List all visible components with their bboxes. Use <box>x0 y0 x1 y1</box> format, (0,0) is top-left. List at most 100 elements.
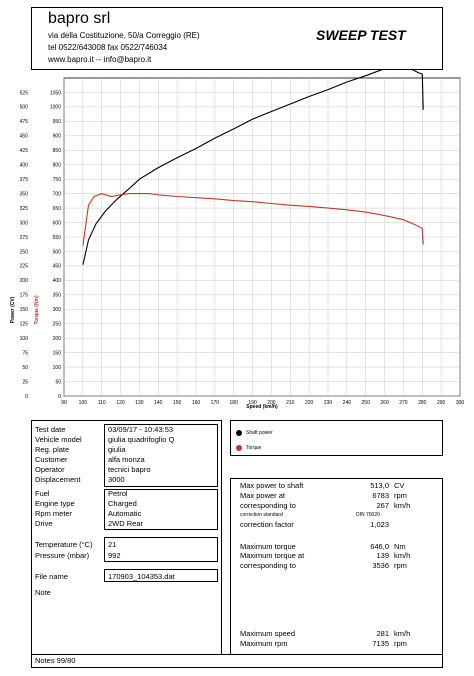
power-tick-label: 100 <box>20 336 29 342</box>
x-tick-label: 250 <box>362 400 371 406</box>
torque-rpm-value: 3536 <box>372 561 389 570</box>
engine-row-label: Fuel <box>35 489 50 498</box>
correction-factor-label: correction factor <box>240 520 294 529</box>
torque-tick-label: 300 <box>53 307 62 313</box>
max-power-value: 513,0 <box>370 481 389 490</box>
max-torque-label: Maximum torque <box>240 542 296 551</box>
x-tick-label: 110 <box>98 400 106 406</box>
x-tick-label: 130 <box>135 400 144 406</box>
torque-rpm-label: corresponding to <box>240 561 296 570</box>
max-power-at-unit: rpm <box>394 491 407 500</box>
ambient-row-value: 21 <box>108 540 117 549</box>
power-speed-label: corresponding to <box>240 501 296 510</box>
engine-row-label: Drive <box>35 519 53 528</box>
torque-tick-label: 400 <box>53 278 62 284</box>
torque-tick-label: 950 <box>53 119 62 125</box>
vehicle-row-value: 03/09/17 - 10:43:53 <box>108 425 174 434</box>
engine-row-value: Charged <box>108 499 137 508</box>
legend-marker-shaft-power <box>236 430 242 436</box>
torque-tick-label: 450 <box>53 264 62 270</box>
x-tick-label: 150 <box>173 400 182 406</box>
ambient-row-label: Temperature (°C) <box>35 540 93 549</box>
x-tick-label: 220 <box>305 400 314 406</box>
x-tick-label: 140 <box>154 400 163 406</box>
power-tick-label: 325 <box>20 206 29 212</box>
max-torque-at-label: Maximum torque at <box>240 551 305 560</box>
power-tick-label: 425 <box>20 148 29 154</box>
company-name: bapro srl <box>48 10 111 27</box>
max-power-unit: CV <box>394 481 405 490</box>
correction-factor-value: 1,023 <box>370 520 389 529</box>
legend-box <box>230 420 443 456</box>
x-tick-label: 180 <box>230 400 239 406</box>
torque-tick-label: 350 <box>53 293 62 299</box>
max-power-at-label: Max power at <box>240 491 286 500</box>
header-box <box>31 7 443 70</box>
x-tick-label: 90 <box>61 400 67 406</box>
engine-values-frame <box>104 489 218 530</box>
power-tick-label: 375 <box>20 177 29 183</box>
vehicle-row-value: giulia <box>108 445 126 454</box>
x-axis-label: Speed (km/h) <box>246 404 278 410</box>
shaft-power-line <box>82 70 424 265</box>
engine-row-value: Petrol <box>108 489 128 498</box>
correction-standard-label: correction standard <box>240 512 283 518</box>
x-tick-label: 120 <box>116 400 125 406</box>
max-speed-label: Maximum speed <box>240 629 296 638</box>
footer-notes: Notes 99/80 <box>35 656 76 665</box>
ambient-row-value: 992 <box>108 551 121 560</box>
power-tick-label: 400 <box>20 163 29 169</box>
company-address: via della Costituzione, 50/a Correggio (… <box>48 31 200 40</box>
max-power-label: Max power to shaft <box>240 481 304 490</box>
vehicle-row-label: Operator <box>35 465 65 474</box>
power-speed-value: 267 <box>376 501 389 510</box>
engine-row-label: Rpm meter <box>35 509 73 518</box>
torque-tick-label: 700 <box>53 191 62 197</box>
power-tick-label: 200 <box>20 278 29 284</box>
x-tick-label: 230 <box>324 400 333 406</box>
vehicle-values-frame <box>104 424 218 487</box>
chart-ticks: 90 100 110 120 130 140 150 160 170 180 190 200 210 22… <box>20 90 465 406</box>
torque-tick-label: 550 <box>53 235 62 241</box>
power-tick-label: 450 <box>20 134 29 140</box>
x-tick-label: 200 <box>267 400 276 406</box>
power-tick-label: 475 <box>20 119 29 125</box>
vehicle-row-value: alfa monza <box>108 455 145 464</box>
torque-tick-label: 200 <box>53 336 62 342</box>
file-name-label: File name <box>35 572 68 581</box>
max-speed-value: 281 <box>376 629 389 638</box>
power-tick-label: 525 <box>20 90 29 96</box>
power-tick-label: 350 <box>20 191 29 197</box>
torque-tick-label: 1050 <box>50 90 61 96</box>
power-axis-label: Power (CV) <box>10 296 16 323</box>
power-tick-label: 150 <box>20 307 29 313</box>
company-phone: tel 0522/643008 fax 0522/746034 <box>48 43 168 52</box>
report-title: SWEEP TEST <box>316 27 406 43</box>
legend-label-shaft-power: Shaft power <box>246 430 273 436</box>
power-tick-label: 25 <box>22 379 28 385</box>
max-rpm-label: Maximum rpm <box>240 639 288 648</box>
torque-tick-label: 800 <box>53 163 62 169</box>
power-tick-label: 225 <box>20 264 29 270</box>
x-tick-label: 290 <box>437 400 446 406</box>
torque-rpm-unit: rpm <box>394 561 407 570</box>
footer-box <box>31 654 443 668</box>
x-tick-label: 190 <box>248 400 257 406</box>
vehicle-row-label: Displacement <box>35 475 81 484</box>
file-value-frame <box>104 569 218 582</box>
torque-axis-label: Torque (Nm) <box>34 295 40 325</box>
vehicle-row-value: 3000 <box>108 475 125 484</box>
ambient-values-frame <box>104 537 218 562</box>
power-tick-label: 250 <box>20 249 29 255</box>
torque-tick-label: 1000 <box>50 105 61 111</box>
torque-tick-label: 150 <box>53 350 62 356</box>
vehicle-row-label: Vehicle model <box>35 435 82 444</box>
max-torque-unit: Nm <box>394 542 406 551</box>
x-tick-label: 270 <box>399 400 408 406</box>
x-tick-label: 210 <box>286 400 295 406</box>
sweep-chart: 90 100 110 120 130 140 150 160 170 180 190 200 210 22… <box>10 70 465 410</box>
file-name-value: 170903_104353.dat <box>108 572 175 581</box>
torque-tick-label: 600 <box>53 220 62 226</box>
engine-row-label: Engine type <box>35 499 75 508</box>
power-tick-label: 275 <box>20 235 29 241</box>
